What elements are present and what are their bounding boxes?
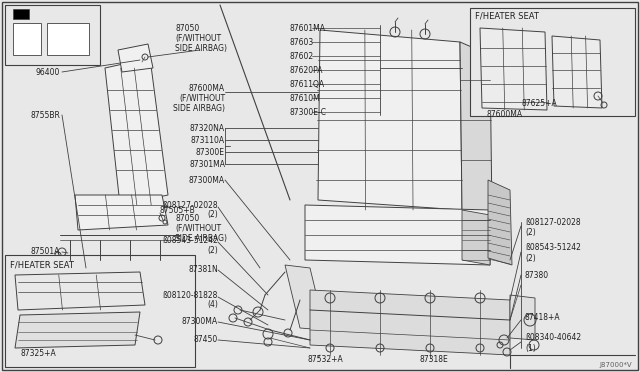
Polygon shape xyxy=(510,295,535,340)
Polygon shape xyxy=(305,205,490,265)
Polygon shape xyxy=(488,180,512,265)
Polygon shape xyxy=(460,42,492,215)
Text: 87600MA: 87600MA xyxy=(189,83,225,93)
Text: SIDE AIRBAG): SIDE AIRBAG) xyxy=(175,44,227,52)
Polygon shape xyxy=(462,210,490,265)
Bar xyxy=(470,8,635,116)
Text: (F/WITHOUT: (F/WITHOUT xyxy=(179,93,225,103)
Text: 87380: 87380 xyxy=(525,270,549,279)
Text: 87505+B: 87505+B xyxy=(160,205,196,215)
Polygon shape xyxy=(552,36,602,108)
Text: (2): (2) xyxy=(525,253,536,263)
Polygon shape xyxy=(78,270,98,285)
Text: 873110A: 873110A xyxy=(191,135,225,144)
Bar xyxy=(5,5,100,65)
Text: 8755BR: 8755BR xyxy=(30,110,60,119)
Text: (1): (1) xyxy=(525,343,536,353)
Text: ß08340-40642: ß08340-40642 xyxy=(525,334,581,343)
Text: SIDE AIRBAG): SIDE AIRBAG) xyxy=(175,234,227,243)
Circle shape xyxy=(66,261,74,269)
Text: 96400: 96400 xyxy=(36,67,60,77)
Text: (2): (2) xyxy=(525,228,536,237)
Polygon shape xyxy=(480,28,547,110)
Text: (2): (2) xyxy=(207,209,218,218)
Text: 87300E-C: 87300E-C xyxy=(290,108,327,116)
Polygon shape xyxy=(15,272,145,310)
Text: (F/WITHOUT: (F/WITHOUT xyxy=(175,33,221,42)
Circle shape xyxy=(156,261,164,269)
Text: 87610M: 87610M xyxy=(290,93,321,103)
Polygon shape xyxy=(105,58,168,205)
Text: ß08543-51242: ß08543-51242 xyxy=(525,244,581,253)
Text: 87611QA: 87611QA xyxy=(290,80,325,89)
Text: 87381N: 87381N xyxy=(188,266,218,275)
Polygon shape xyxy=(310,290,510,355)
Text: 87300MA: 87300MA xyxy=(189,176,225,185)
Text: 87300E: 87300E xyxy=(196,148,225,157)
Polygon shape xyxy=(318,30,462,210)
Text: 87603: 87603 xyxy=(290,38,314,46)
Text: ß08127-02028: ß08127-02028 xyxy=(525,218,580,227)
Text: 87418+A: 87418+A xyxy=(525,314,561,323)
Text: 87501A: 87501A xyxy=(31,247,60,257)
Text: ß08543-51242: ß08543-51242 xyxy=(162,235,218,244)
Text: 87602: 87602 xyxy=(290,51,314,61)
Text: SIDE AIRBAG): SIDE AIRBAG) xyxy=(173,103,225,112)
Text: (F/WITHOUT: (F/WITHOUT xyxy=(175,224,221,232)
Text: 87601MA: 87601MA xyxy=(290,23,326,32)
Text: 87320NA: 87320NA xyxy=(190,124,225,132)
Text: 87450: 87450 xyxy=(194,336,218,344)
Text: 87625+A: 87625+A xyxy=(522,99,557,108)
Text: 87325+A: 87325+A xyxy=(20,350,56,359)
Circle shape xyxy=(126,261,134,269)
Circle shape xyxy=(96,261,104,269)
Text: F/HEATER SEAT: F/HEATER SEAT xyxy=(475,12,539,20)
Polygon shape xyxy=(75,195,168,230)
Text: (2): (2) xyxy=(207,246,218,254)
Bar xyxy=(13,9,29,19)
Text: 87300MA: 87300MA xyxy=(182,317,218,327)
Text: 87318E: 87318E xyxy=(420,356,449,365)
Polygon shape xyxy=(15,312,140,348)
Bar xyxy=(47,23,89,55)
Text: 87050: 87050 xyxy=(175,214,199,222)
Polygon shape xyxy=(285,265,325,330)
Text: ß08127-02028: ß08127-02028 xyxy=(163,201,218,209)
Text: 87050: 87050 xyxy=(175,23,199,32)
Bar xyxy=(5,255,195,367)
Text: 87301MA: 87301MA xyxy=(189,160,225,169)
Text: ß08120-81828: ß08120-81828 xyxy=(163,291,218,299)
Text: (4): (4) xyxy=(207,301,218,310)
Text: F/HEATER SEAT: F/HEATER SEAT xyxy=(10,260,74,269)
Bar xyxy=(13,23,41,55)
Polygon shape xyxy=(118,44,153,72)
Text: J87000*V: J87000*V xyxy=(600,362,632,368)
Text: 87532+A: 87532+A xyxy=(308,356,344,365)
Text: 87620PA: 87620PA xyxy=(290,65,323,74)
Text: 87600MA: 87600MA xyxy=(487,109,523,119)
